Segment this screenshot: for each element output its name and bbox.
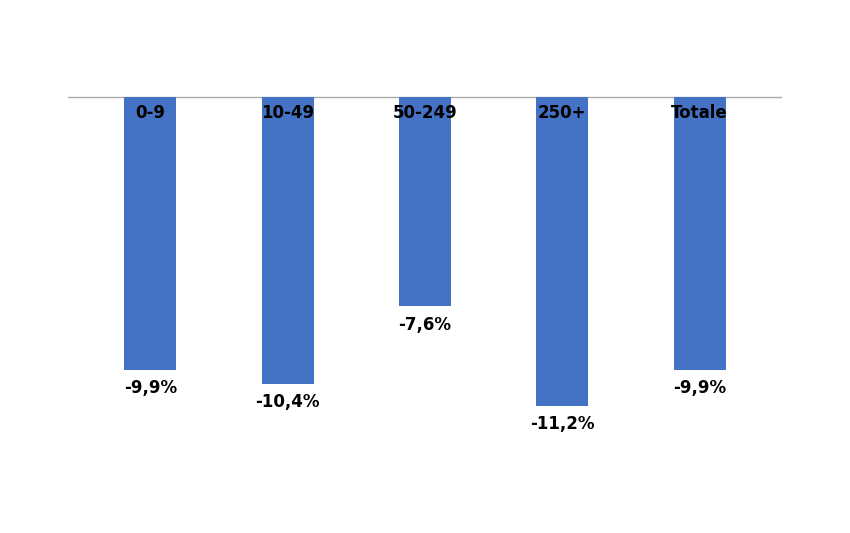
Text: -9,9%: -9,9% (124, 379, 177, 398)
Bar (673, 97, 726, 370)
Text: 0-9: 0-9 (135, 104, 166, 122)
Bar (399, 97, 451, 306)
Text: 250+: 250+ (538, 104, 586, 122)
Bar (262, 97, 314, 384)
Text: -10,4%: -10,4% (256, 393, 320, 411)
Bar (124, 97, 177, 370)
Text: 10-49: 10-49 (261, 104, 314, 122)
Text: -11,2%: -11,2% (530, 415, 594, 433)
Bar (536, 97, 588, 406)
Text: Totale: Totale (672, 104, 728, 122)
Text: -9,9%: -9,9% (673, 379, 726, 398)
Text: 50-249: 50-249 (393, 104, 457, 122)
Text: -7,6%: -7,6% (399, 316, 451, 334)
